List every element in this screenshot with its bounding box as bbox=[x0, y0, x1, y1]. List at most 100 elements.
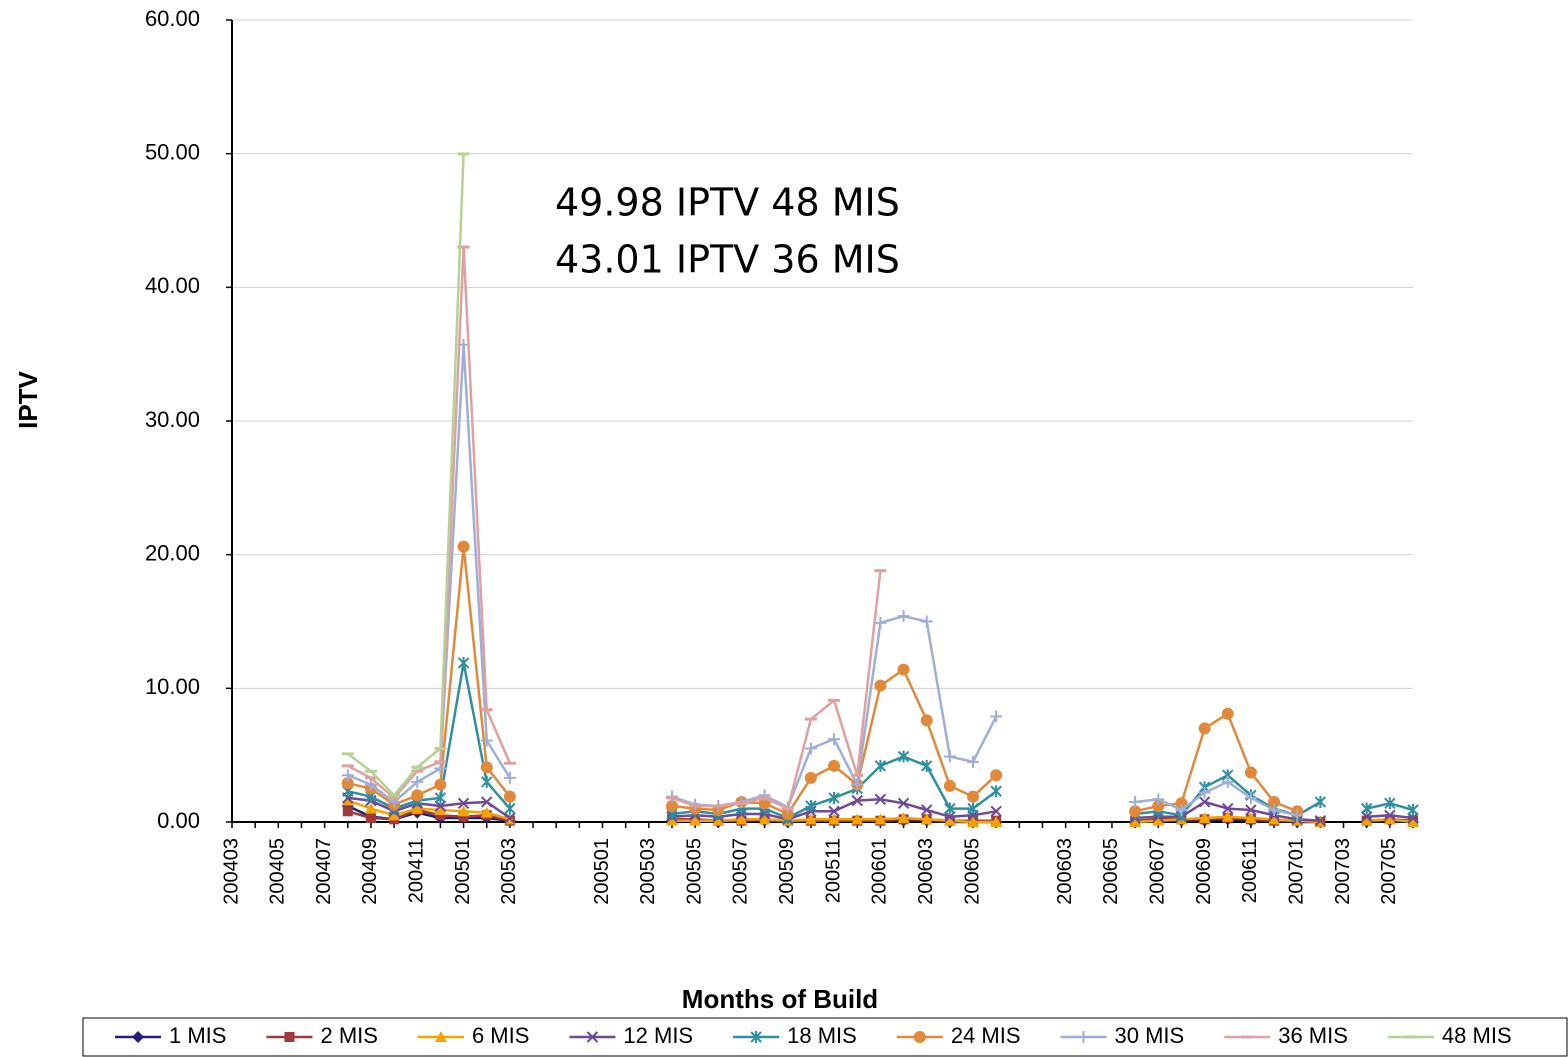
series-line bbox=[347, 245, 882, 810]
marker bbox=[1221, 775, 1234, 788]
marker bbox=[967, 816, 980, 827]
marker bbox=[874, 616, 887, 629]
marker bbox=[990, 769, 1003, 782]
marker bbox=[1244, 791, 1257, 804]
marker bbox=[504, 812, 516, 824]
marker bbox=[943, 814, 956, 826]
x-tick-label: 200411 bbox=[406, 838, 428, 903]
x-tick-label: 200403 bbox=[220, 838, 242, 905]
marker bbox=[758, 813, 771, 825]
marker bbox=[411, 789, 424, 802]
marker bbox=[1268, 813, 1281, 825]
marker bbox=[828, 813, 841, 825]
marker bbox=[457, 797, 470, 809]
marker bbox=[781, 807, 794, 820]
legend-label: 6 MIS bbox=[472, 1023, 529, 1048]
x-tick-label: 200601 bbox=[869, 838, 891, 905]
marker bbox=[1291, 809, 1304, 822]
marker bbox=[1221, 707, 1234, 720]
marker bbox=[990, 805, 1002, 818]
marker bbox=[1198, 722, 1211, 735]
marker bbox=[1314, 795, 1327, 808]
marker bbox=[1175, 803, 1188, 816]
marker bbox=[1383, 813, 1396, 825]
marker bbox=[990, 785, 1002, 798]
y-tick-label: 50.00 bbox=[145, 139, 200, 164]
x-axis-label: Months of Build bbox=[682, 984, 878, 1014]
legend-label: 48 MIS bbox=[1442, 1023, 1512, 1048]
marker bbox=[341, 794, 354, 806]
marker bbox=[804, 813, 817, 825]
x-tick-label: 200507 bbox=[730, 838, 752, 905]
legend-label: 36 MIS bbox=[1278, 1023, 1348, 1048]
marker bbox=[458, 811, 469, 822]
marker bbox=[457, 540, 470, 553]
marker bbox=[920, 759, 933, 772]
marker bbox=[1314, 814, 1327, 827]
marker bbox=[665, 799, 678, 812]
x-tick-label: 200501 bbox=[591, 838, 613, 905]
legend-marker bbox=[586, 1031, 599, 1043]
marker bbox=[411, 775, 424, 788]
marker bbox=[503, 790, 516, 803]
x-tick-label: 200407 bbox=[313, 838, 335, 905]
marker bbox=[411, 802, 424, 814]
marker bbox=[851, 794, 863, 807]
marker bbox=[480, 806, 493, 818]
marker bbox=[1129, 805, 1142, 818]
marker bbox=[828, 805, 840, 818]
marker bbox=[874, 679, 887, 692]
marker bbox=[434, 778, 447, 791]
legend-label: 30 MIS bbox=[1115, 1023, 1185, 1048]
marker bbox=[1198, 786, 1211, 799]
marker bbox=[851, 813, 864, 825]
marker bbox=[967, 790, 980, 803]
marker bbox=[735, 813, 748, 825]
marker bbox=[897, 811, 910, 823]
x-tick-label: 200605 bbox=[1100, 838, 1122, 905]
x-tick-label: 200701 bbox=[1285, 838, 1307, 905]
marker bbox=[804, 771, 817, 784]
x-tick-label: 200501 bbox=[452, 838, 474, 905]
marker bbox=[805, 799, 817, 812]
marker bbox=[874, 759, 887, 772]
marker bbox=[1268, 803, 1281, 816]
marker bbox=[480, 734, 493, 747]
x-tick-label: 200509 bbox=[776, 838, 798, 905]
marker bbox=[990, 816, 1003, 827]
marker bbox=[967, 755, 980, 768]
marker bbox=[990, 710, 1003, 723]
x-tick-label: 200605 bbox=[961, 838, 983, 905]
marker bbox=[503, 771, 516, 784]
marker bbox=[1152, 793, 1165, 806]
marker bbox=[365, 812, 376, 823]
series-line bbox=[347, 545, 1298, 816]
marker bbox=[341, 777, 354, 790]
x-tick-label: 200409 bbox=[359, 838, 381, 905]
marker bbox=[689, 814, 702, 826]
y-tick-label: 0.00 bbox=[157, 808, 200, 833]
y-tick-label: 20.00 bbox=[145, 540, 200, 565]
marker bbox=[897, 797, 910, 809]
series-line bbox=[347, 343, 1298, 817]
marker bbox=[897, 663, 910, 676]
x-tick-label: 200703 bbox=[1332, 838, 1354, 905]
marker bbox=[364, 802, 377, 814]
marker bbox=[457, 656, 470, 669]
marker bbox=[712, 814, 725, 826]
legend-label: 24 MIS bbox=[951, 1023, 1021, 1048]
marker bbox=[1198, 796, 1211, 808]
legend-label: 2 MIS bbox=[320, 1023, 377, 1048]
marker bbox=[1407, 816, 1419, 827]
marker bbox=[1129, 795, 1142, 808]
x-tick-label: 200511 bbox=[822, 838, 844, 903]
marker bbox=[665, 814, 678, 826]
marker bbox=[1222, 802, 1234, 815]
legend-marker bbox=[284, 1032, 295, 1042]
y-tick-label: 40.00 bbox=[145, 273, 200, 298]
marker bbox=[1221, 810, 1234, 822]
x-tick-label: 200611 bbox=[1239, 838, 1261, 903]
marker bbox=[920, 804, 933, 816]
marker bbox=[804, 742, 817, 755]
annotation: 49.98 IPTV 48 MIS bbox=[555, 181, 900, 225]
